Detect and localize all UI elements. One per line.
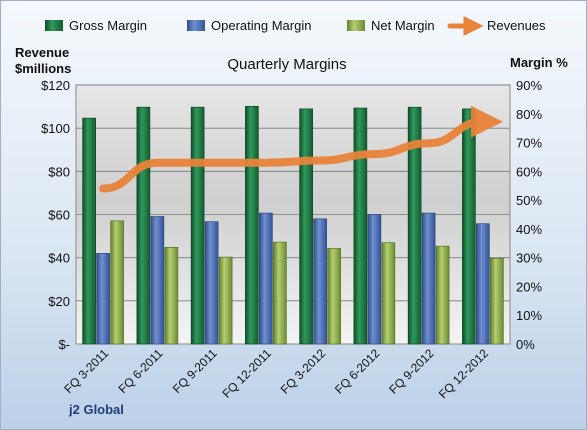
bar-operating-margin (476, 223, 490, 345)
left-axis-tick-label: $120 (41, 78, 70, 93)
bar-net-margin (164, 247, 179, 345)
right-axis-tick-label: 0% (516, 337, 535, 352)
category-label: FQ 6-2012 (332, 346, 383, 397)
bar-operating-margin (313, 218, 327, 345)
bar-operating-margin (367, 214, 382, 345)
bar-net-margin (490, 257, 504, 345)
bar-gross-margin (245, 105, 259, 345)
bar-operating-margin (204, 221, 219, 345)
category-labels: FQ 3-2011 FQ 6-2011 FQ 9-2011 FQ 12-2011 FQ … (61, 346, 491, 401)
bar-operating-margin (96, 253, 110, 345)
legend-swatch-net-margin (347, 20, 365, 31)
right-axis-tick-label: 80% (516, 107, 542, 122)
bar-gross-margin (299, 108, 313, 345)
right-axis-tick-label: 50% (516, 193, 542, 208)
bar-net-margin (381, 242, 396, 345)
category-label: FQ 3-2012 (278, 346, 329, 397)
bar-net-margin (218, 256, 233, 345)
left-axis-tick-label: $60 (48, 208, 70, 223)
legend-label-gross-margin: Gross Margin (69, 18, 147, 33)
bar-gross-margin (82, 117, 96, 345)
left-axis-ticks: $- $20 $40 $60 $80 $100 $120 (41, 78, 70, 352)
bar-operating-margin (421, 212, 436, 345)
category-label: FQ 12-2011 (219, 346, 274, 401)
right-axis-tick-label: 60% (516, 164, 542, 179)
right-axis-title: Margin % (510, 55, 568, 70)
right-axis-tick-label: 30% (516, 251, 542, 266)
bar-gross-margin (353, 107, 368, 345)
right-axis-tick-label: 20% (516, 279, 542, 294)
revenues-line (99, 105, 503, 193)
bar-net-margin (435, 245, 450, 345)
bar-gross-margin (407, 106, 422, 345)
category-label: FQ 9-2012 (386, 346, 437, 397)
company-name: j2 Global (68, 402, 124, 417)
bar-gross-margin (462, 108, 476, 345)
right-axis-tick-label: 40% (516, 222, 542, 237)
left-axis-tick-label: $40 (48, 251, 70, 266)
category-label: FQ 6-2011 (116, 346, 166, 396)
left-axis-tick-label: $80 (48, 164, 70, 179)
legend: Gross Margin Operating Margin Net Margin… (45, 16, 546, 36)
left-axis-tick-label: $100 (41, 121, 70, 136)
category-label: FQ 12-2012 (436, 346, 491, 401)
legend-label-revenues: Revenues (487, 18, 546, 33)
left-axis-title-line1: Revenue (15, 45, 69, 60)
bar-gross-margin (136, 106, 151, 345)
left-axis-tick-label: $20 (48, 294, 70, 309)
legend-swatch-operating-margin (187, 20, 205, 31)
right-axis-tick-label: 10% (516, 308, 542, 323)
bar-net-margin (327, 248, 341, 345)
bar-operating-margin (150, 216, 165, 345)
legend-swatch-gross-margin (45, 20, 63, 31)
bar-operating-margin (259, 212, 273, 345)
bar-net-margin (273, 241, 287, 345)
left-axis-tick-label: $- (58, 337, 70, 352)
legend-label-net-margin: Net Margin (371, 18, 435, 33)
category-label: FQ 9-2011 (170, 346, 220, 396)
bar-gross-margin (190, 106, 205, 345)
revenue-line (99, 105, 503, 193)
right-axis-tick-label: 90% (516, 78, 542, 93)
right-axis-ticks: 0% 10% 20% 30% 40% 50% 60% 70% 80% 90% (516, 78, 542, 352)
category-label: FQ 3-2011 (61, 346, 111, 396)
bar-net-margin (110, 220, 124, 345)
left-axis-title-line2: $millions (15, 61, 71, 76)
legend-label-operating-margin: Operating Margin (211, 18, 311, 33)
chart-title: Quarterly Margins (227, 56, 346, 73)
right-axis-tick-label: 70% (516, 136, 542, 151)
